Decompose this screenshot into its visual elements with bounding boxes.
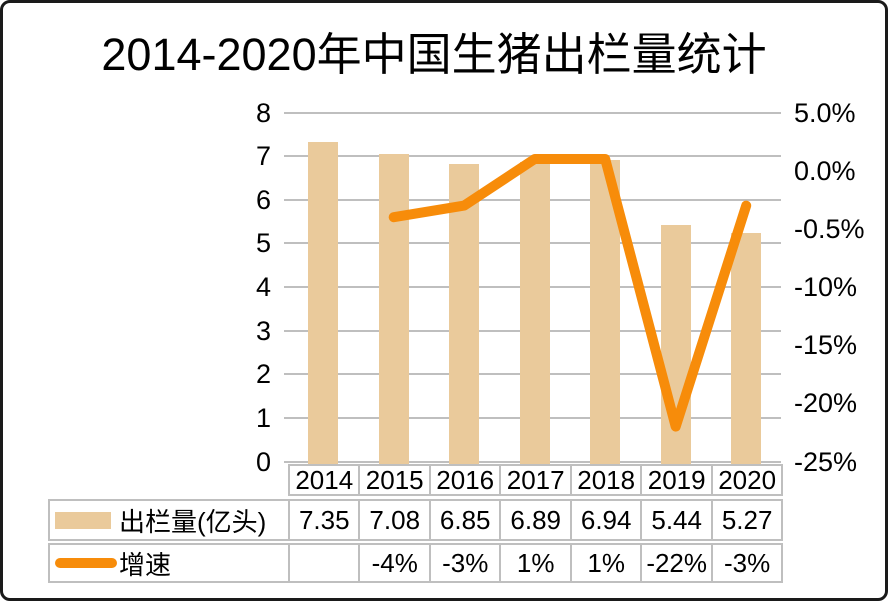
volume-cell: 7.35	[288, 499, 361, 541]
bar-2020	[731, 232, 762, 464]
bar-legend-swatch-icon	[55, 511, 111, 529]
volume-cell: 6.89	[499, 499, 572, 541]
year-header-cell: 2019	[640, 464, 713, 496]
left-axis-tick: 4	[255, 272, 271, 302]
growth-legend-label: 增速	[119, 549, 172, 580]
left-axis-tick: 0	[255, 446, 271, 477]
right-axis-tick: -20%	[794, 388, 858, 419]
left-axis-tick: 2	[255, 359, 271, 390]
volume-cell: 7.08	[358, 499, 431, 541]
right-axis-tick: 5.0%	[794, 97, 856, 128]
volume-cell: 5.27	[710, 499, 784, 541]
right-axis-tick: -10%	[794, 272, 858, 302]
gridline	[284, 111, 781, 114]
table-growth-row: 增速 -4% -3% 1% 1% -22% -3%	[48, 543, 788, 583]
bar-2017	[519, 161, 550, 464]
growth-cell: -4%	[358, 543, 431, 583]
growth-legend-cell: 增速	[48, 543, 290, 583]
year-header-cell: 2018	[569, 464, 643, 496]
left-axis-tick: 3	[255, 315, 271, 346]
bar-2015	[378, 153, 409, 464]
left-axis-tick: 6	[255, 184, 271, 215]
growth-cell: -22%	[640, 543, 713, 583]
right-axis-tick: -15%	[794, 330, 858, 361]
year-header-cell: 2020	[710, 464, 784, 496]
volume-legend-cell: 出栏量(亿头)	[48, 499, 290, 541]
growth-cell	[288, 543, 361, 583]
growth-cell: 1%	[499, 543, 572, 583]
year-header-cell: 2015	[358, 464, 431, 496]
right-axis-tick: 0.0%	[794, 155, 856, 186]
left-axis-tick: 8	[255, 97, 271, 128]
table-year-row: 2014 2015 2016 2017 2018 2019 2020	[288, 464, 788, 496]
growth-cell: -3%	[710, 543, 784, 583]
volume-cell: 6.85	[428, 499, 502, 541]
growth-cell: -3%	[428, 543, 502, 583]
growth-cell: 1%	[569, 543, 643, 583]
left-axis-tick: 7	[255, 141, 271, 172]
volume-cell: 5.44	[640, 499, 713, 541]
gridline	[284, 155, 781, 158]
chart-title: 2014-2020年中国生猪出栏量统计	[101, 29, 767, 80]
bar-2019	[660, 225, 691, 464]
right-axis-tick: -25%	[794, 446, 858, 477]
left-axis-tick: 5	[255, 228, 271, 259]
left-axis-tick: 1	[255, 402, 271, 433]
table-volume-row: 出栏量(亿头) 7.35 7.08 6.85 6.89 6.94 5.44 5.27	[48, 499, 788, 541]
year-header-cell: 2016	[428, 464, 502, 496]
year-header-cell: 2014	[288, 464, 361, 496]
volume-legend-label: 出栏量(亿头)	[119, 506, 267, 537]
line-legend-swatch-icon	[55, 558, 117, 568]
bar-2016	[449, 163, 480, 464]
bar-2018	[590, 159, 621, 464]
right-axis-tick: -0.5%	[794, 213, 865, 244]
year-header-cell: 2017	[499, 464, 572, 496]
bar-2014	[308, 141, 339, 464]
volume-cell: 6.94	[569, 499, 643, 541]
